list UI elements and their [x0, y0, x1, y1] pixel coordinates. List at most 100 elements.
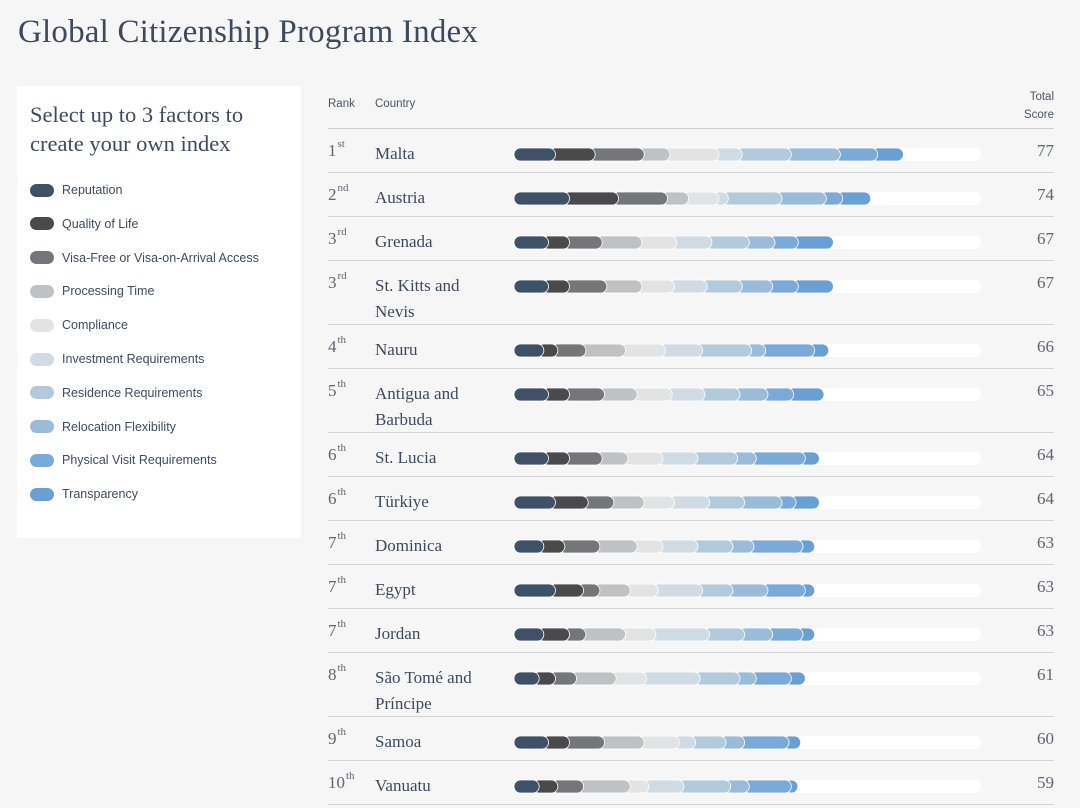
total-score: 61 — [1037, 665, 1054, 684]
table-row: 3rd Grenada 67 — [328, 217, 1054, 261]
factor-option[interactable]: Quality of Life — [30, 214, 292, 234]
bar-segment — [569, 671, 617, 686]
factor-option[interactable]: Compliance — [30, 315, 292, 335]
rank-suffix: th — [337, 486, 347, 498]
country-name: Samoa — [375, 732, 422, 751]
bar-segment — [775, 191, 827, 206]
factor-label: Processing Time — [62, 284, 155, 299]
bar-segment — [513, 147, 556, 162]
bar-segment — [597, 735, 645, 750]
table-row: 7th Jordan 63 — [328, 609, 1054, 653]
bar-segment — [611, 191, 669, 206]
table-row: 9th Samoa 60 — [328, 717, 1054, 761]
bar-segment — [721, 191, 783, 206]
factor-option[interactable]: Reputation — [30, 180, 292, 200]
stacked-bar — [513, 539, 816, 554]
row-divider — [328, 716, 1054, 717]
bar-segment — [749, 451, 806, 466]
factor-swatch — [30, 183, 54, 197]
header-divider — [328, 128, 1054, 129]
country-name: Malta — [375, 144, 415, 163]
factor-swatch — [30, 284, 54, 298]
stacked-bar — [513, 671, 806, 686]
bar-segment — [663, 147, 720, 162]
factor-option[interactable]: Physical Visit Requirements — [30, 450, 292, 470]
bar-segment — [578, 343, 626, 358]
country-name: Austria — [375, 188, 426, 207]
country-name: Grenada — [375, 232, 433, 251]
bar-segment — [513, 539, 545, 554]
total-score: 74 — [1037, 185, 1054, 204]
bar-segment — [513, 735, 549, 750]
bar-segment — [747, 539, 804, 554]
total-score: 66 — [1037, 337, 1054, 356]
total-score: 63 — [1037, 621, 1054, 640]
factor-option[interactable]: Investment Requirements — [30, 349, 292, 369]
bar-segment — [578, 627, 626, 642]
rank-suffix: th — [337, 662, 347, 674]
bar-segment — [677, 779, 732, 794]
row-divider — [328, 520, 1054, 521]
bar-segment — [513, 451, 549, 466]
rank-number: 3 — [328, 229, 337, 248]
factor-label: Visa-Free or Visa-on-Arrival Access — [62, 250, 259, 265]
row-divider — [328, 760, 1054, 761]
stacked-bar — [513, 279, 834, 294]
rank-value: 10th — [328, 770, 355, 793]
factor-swatch — [30, 251, 54, 265]
table-row: 1st Malta 77 — [328, 129, 1054, 173]
factor-option[interactable]: Transparency — [30, 484, 292, 504]
rank-number: 1 — [328, 141, 337, 160]
total-score: 64 — [1037, 445, 1054, 464]
bar-segment — [513, 627, 545, 642]
factor-swatch — [30, 352, 54, 366]
rank-value: 7th — [328, 530, 346, 553]
bar-segment — [513, 279, 549, 294]
factor-swatch — [30, 217, 54, 231]
factor-option[interactable]: Processing Time — [30, 281, 292, 301]
rank-suffix: th — [337, 378, 347, 390]
total-score: 59 — [1037, 773, 1054, 792]
rank-value: 9th — [328, 726, 346, 749]
rank-number: 6 — [328, 489, 337, 508]
table-row: 8th São Tomé and Príncipe 61 — [328, 653, 1054, 717]
factor-option[interactable]: Relocation Flexibility — [30, 417, 292, 437]
row-divider — [328, 172, 1054, 173]
bar-segment — [513, 343, 545, 358]
table-row: 3rd St. Kitts and Nevis 67 — [328, 261, 1054, 325]
bar-segment — [513, 671, 540, 686]
rank-suffix: st — [337, 138, 345, 150]
bar-segment — [588, 147, 645, 162]
stacked-bar — [513, 235, 834, 250]
bar-segment — [595, 235, 643, 250]
country-column-header: Country — [375, 98, 416, 110]
rank-value: 5th — [328, 378, 347, 401]
bar-segment — [513, 779, 540, 794]
table-row: 6th Türkiye 64 — [328, 477, 1054, 521]
country-name: Dominica — [375, 536, 443, 555]
row-divider — [328, 216, 1054, 217]
table-row: 7th Egypt 63 — [328, 565, 1054, 609]
country-name: São Tomé and Príncipe — [375, 668, 472, 713]
table-row: 5th Antigua and Barbuda 65 — [328, 369, 1054, 433]
country-name: St. Lucia — [375, 448, 437, 467]
page-title: Global Citizenship Program Index — [18, 14, 479, 50]
stacked-bar — [513, 387, 825, 402]
stacked-bar — [513, 583, 816, 598]
country-name: Egypt — [375, 580, 416, 599]
rank-column-header: Rank — [328, 98, 355, 110]
bar-segment — [513, 235, 549, 250]
rank-number: 6 — [328, 445, 337, 464]
table-row: 7th Dominica 63 — [328, 521, 1054, 565]
bar-segment — [618, 343, 666, 358]
bar-segment — [737, 735, 790, 750]
stacked-bar — [513, 451, 820, 466]
total-score: 77 — [1037, 141, 1054, 160]
bar-segment — [513, 191, 570, 206]
total-score-column-header: Total Score — [994, 88, 1054, 124]
factor-option[interactable]: Visa-Free or Visa-on-Arrival Access — [30, 248, 292, 268]
rank-number: 4 — [328, 337, 337, 356]
bar-segment — [576, 779, 631, 794]
bar-segment — [758, 343, 816, 358]
factor-option[interactable]: Residence Requirements — [30, 383, 292, 403]
